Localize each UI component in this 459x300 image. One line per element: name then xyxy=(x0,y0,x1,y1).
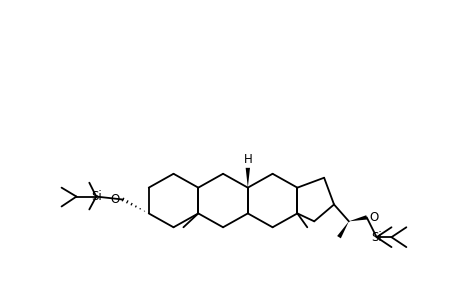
Text: O: O xyxy=(111,193,120,206)
Text: O: O xyxy=(369,211,378,224)
Polygon shape xyxy=(245,168,250,188)
Polygon shape xyxy=(336,221,348,238)
Text: H: H xyxy=(243,153,252,166)
Text: Si: Si xyxy=(91,190,101,203)
Polygon shape xyxy=(348,215,366,221)
Text: Si: Si xyxy=(370,231,381,244)
